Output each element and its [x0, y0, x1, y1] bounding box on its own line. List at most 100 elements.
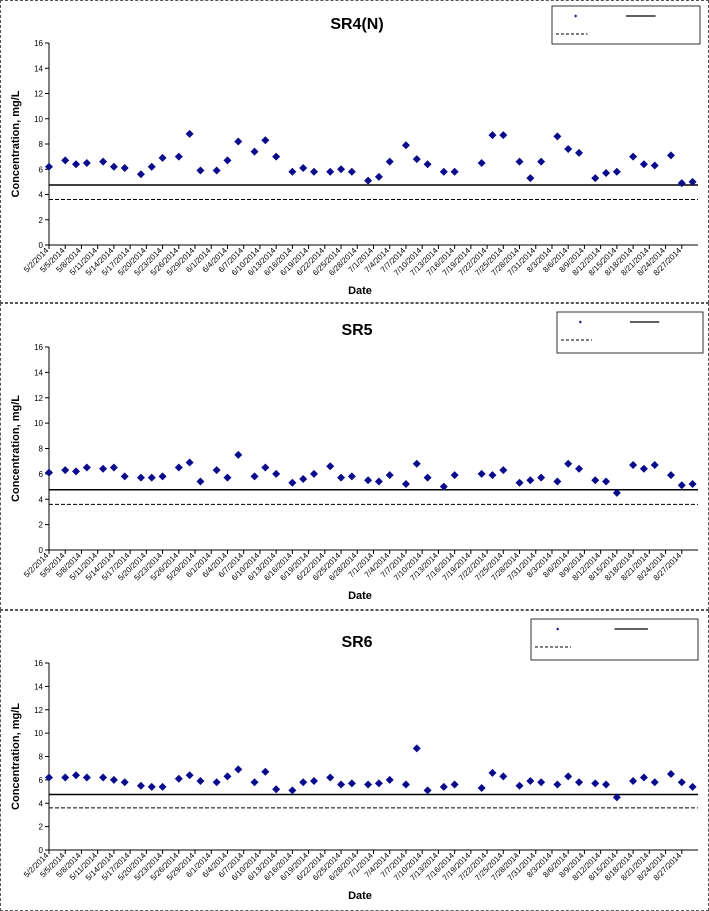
y-tick-label: 4 [39, 191, 44, 200]
y-tick-label: 6 [39, 776, 44, 785]
legend-marker-diamond [556, 627, 560, 631]
data-point [439, 482, 448, 491]
data-point [423, 160, 432, 169]
y-tick-label: 14 [34, 368, 43, 377]
y-tick-label: 12 [34, 394, 43, 403]
data-point [629, 777, 638, 786]
data-point [688, 782, 697, 791]
y-tick-label: 16 [34, 343, 43, 352]
data-point [526, 174, 535, 183]
x-axis-title: Date [348, 890, 372, 902]
data-point [412, 155, 421, 164]
data-point [553, 132, 562, 141]
y-tick-label: 8 [39, 140, 44, 149]
data-point [537, 157, 546, 166]
data-point [174, 774, 183, 783]
data-point [650, 161, 659, 170]
data-point [515, 157, 524, 166]
y-tick-label: 4 [39, 799, 44, 808]
data-point [120, 163, 129, 172]
data-point [629, 152, 638, 161]
data-point [82, 463, 91, 472]
chart-title: SR4(N) [330, 16, 383, 33]
data-point [374, 779, 383, 788]
legend-box [556, 311, 704, 354]
chart-sr5: SR502468101214165/2/20145/5/20145/8/2014… [10, 311, 704, 602]
data-point [537, 473, 546, 482]
data-point [602, 169, 611, 178]
data-point [158, 153, 167, 162]
legend-box [551, 5, 701, 45]
data-point [553, 477, 562, 486]
y-tick-label: 2 [39, 216, 44, 225]
data-point [223, 473, 232, 482]
data-point [250, 778, 259, 787]
data-point [223, 772, 232, 781]
data-point [575, 778, 584, 787]
chart-title: SR5 [341, 322, 372, 339]
y-axis-title: Concentration, mg/L [10, 703, 22, 810]
data-point [347, 472, 356, 481]
data-point [364, 780, 373, 789]
data-point [374, 172, 383, 181]
data-point [537, 778, 546, 787]
y-tick-label: 8 [39, 753, 44, 762]
data-point [450, 780, 459, 789]
data-point [401, 780, 410, 789]
data-point [612, 488, 621, 497]
chart-panel-sr6: SR6 0 2 4 6 8 10 12 14 16 5/2/2014 5/5/2014 5/8/2014… [0, 610, 709, 911]
data-point [337, 473, 346, 482]
data-point [288, 167, 297, 176]
data-point [72, 771, 81, 780]
y-tick-label: 10 [34, 729, 43, 738]
x-axis-title: Date [348, 590, 372, 602]
data-point [488, 768, 497, 777]
data-point [347, 779, 356, 788]
y-tick-label: 4 [39, 495, 44, 504]
data-point [158, 472, 167, 481]
data-point [196, 477, 205, 486]
data-point [688, 480, 697, 489]
data-point [99, 464, 108, 473]
data-point [677, 179, 686, 188]
legend-marker-diamond [574, 14, 578, 18]
data-point [515, 781, 524, 790]
data-point [61, 466, 70, 475]
data-point [639, 773, 648, 782]
data-point [272, 785, 281, 794]
data-point [612, 167, 621, 176]
data-point [109, 463, 118, 472]
data-point [450, 167, 459, 176]
data-point [591, 779, 600, 788]
data-point [639, 160, 648, 169]
y-axis-title: Concentration, mg/L [10, 395, 22, 502]
data-point [147, 782, 156, 791]
data-point [564, 145, 573, 154]
y-tick-label: 2 [39, 521, 44, 530]
data-point [526, 777, 535, 786]
y-tick-label: 16 [34, 659, 43, 668]
data-point [185, 458, 194, 467]
data-point [326, 773, 335, 782]
data-point [575, 464, 584, 473]
data-point [99, 157, 108, 166]
data-point [174, 463, 183, 472]
data-point [45, 773, 53, 782]
data-point [677, 481, 686, 490]
data-point [591, 476, 600, 485]
data-point [272, 469, 281, 478]
data-point [666, 770, 675, 779]
data-point [310, 777, 319, 786]
data-point [72, 160, 81, 169]
data-point [488, 131, 497, 140]
data-point [477, 158, 486, 167]
data-point [337, 165, 346, 174]
y-tick-label: 6 [39, 165, 44, 174]
data-point [299, 163, 308, 172]
data-point [450, 471, 459, 480]
data-point [385, 157, 394, 166]
data-point [82, 773, 91, 782]
data-point [666, 471, 675, 480]
data-point [499, 772, 508, 781]
data-point [650, 460, 659, 469]
